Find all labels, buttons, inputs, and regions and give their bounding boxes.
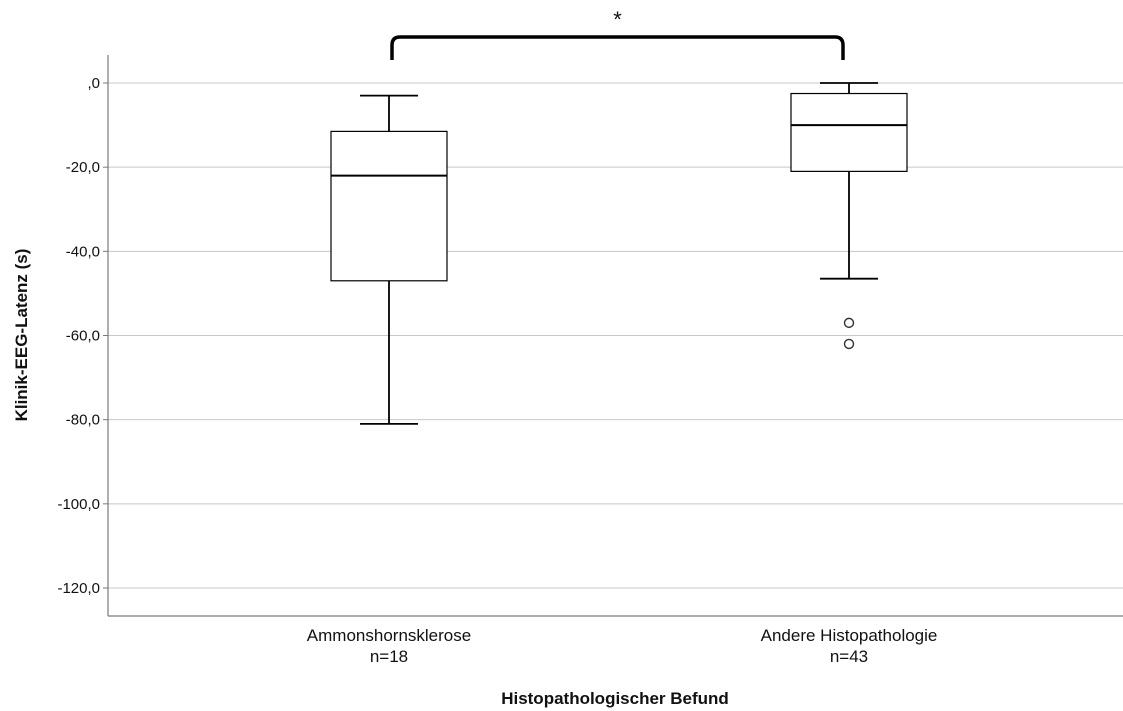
boxes [330, 82, 908, 425]
y-tick-label: -20,0 [66, 159, 100, 176]
y-tick-label: -80,0 [66, 412, 100, 429]
significance-bracket: * [390, 7, 845, 60]
x-category-n-label: n=18 [370, 647, 408, 666]
significance-label: * [613, 7, 622, 32]
x-category-labels: Ammonshornsklerose n=18 Andere Histopathol… [307, 626, 938, 666]
y-tick-labels: ,0 -20,0 -40,0 -60,0 -80,0 -100,0 -120,0 [57, 75, 100, 597]
axes [103, 55, 1123, 617]
x-category-label: Andere Histopathologie [761, 626, 938, 645]
iqr-box [330, 130, 448, 282]
iqr-box [790, 92, 908, 172]
y-tick-label: -100,0 [57, 496, 100, 513]
x-axis-title: Histopathologischer Befund [501, 689, 729, 708]
outlier-point [843, 338, 855, 350]
outlier-point [843, 317, 855, 329]
significance-bracket-line [390, 35, 845, 60]
y-tick-label: -120,0 [57, 580, 100, 597]
grid-lines [108, 82, 1123, 589]
y-tick-label: -40,0 [66, 243, 100, 260]
x-category-label: Ammonshornsklerose [307, 626, 471, 645]
x-category-n-label: n=43 [830, 647, 868, 666]
y-tick-label: -60,0 [66, 328, 100, 345]
box-group [330, 94, 448, 425]
y-axis-title: Klinik-EEG-Latenz (s) [12, 249, 31, 422]
box-group [790, 82, 908, 350]
y-tick-label: ,0 [87, 75, 100, 92]
